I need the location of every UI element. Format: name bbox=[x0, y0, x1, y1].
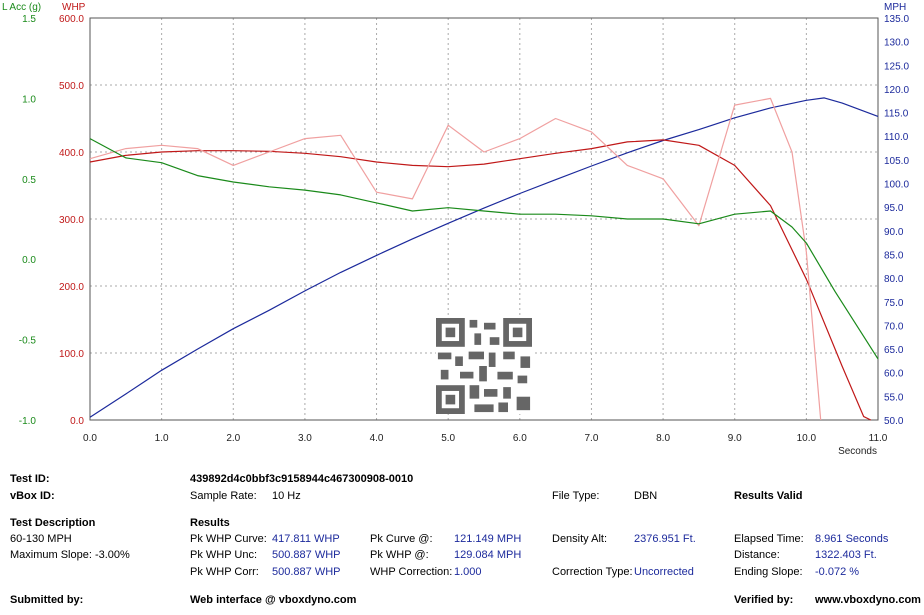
lacc-axis: -1.0 -0.5 0.0 0.5 1.0 1.5 bbox=[19, 14, 37, 427]
pk-whp-at-label: Pk WHP @: bbox=[370, 549, 429, 561]
test-description-value: 60-130 MPH bbox=[10, 533, 72, 545]
x-tick-label: 4.0 bbox=[370, 433, 384, 444]
x-axis: 0.0 1.0 2.0 3.0 4.0 5.0 6.0 7.0 8.0 9.0 10.0 11.0 bbox=[83, 433, 888, 444]
pk-whp-corr-label: Pk WHP Corr: bbox=[190, 566, 259, 578]
sample-rate-label: Sample Rate: bbox=[190, 490, 257, 502]
x-tick-label: 3.0 bbox=[298, 433, 312, 444]
x-tick-label: 10.0 bbox=[797, 433, 817, 444]
mph-axis-label: MPH bbox=[884, 2, 906, 13]
whp-correction-value: 1.000 bbox=[454, 566, 482, 578]
x-tick-label: 11.0 bbox=[869, 433, 888, 444]
mph-tick-label: 110.0 bbox=[884, 132, 909, 143]
mph-tick-label: 100.0 bbox=[884, 180, 909, 191]
ending-slope-label: Ending Slope: bbox=[734, 566, 803, 578]
pk-whp-corr-value: 500.887 WHP bbox=[272, 566, 341, 578]
mph-tick-label: 105.0 bbox=[884, 156, 909, 167]
whp-tick-label: 600.0 bbox=[59, 14, 84, 25]
x-tick-label: 2.0 bbox=[226, 433, 240, 444]
lacc-line bbox=[89, 138, 879, 360]
whp-axis-label: WHP bbox=[62, 2, 86, 13]
test-id-label: Test ID: bbox=[10, 473, 50, 485]
correction-type-label: Correction Type: bbox=[552, 566, 633, 578]
whp-curve-line bbox=[89, 139, 872, 421]
lacc-tick-label: 1.5 bbox=[22, 14, 36, 25]
mph-tick-label: 120.0 bbox=[884, 85, 909, 96]
submitted-by-label: Submitted by: bbox=[10, 594, 84, 606]
whp-correction-label: WHP Correction: bbox=[370, 566, 453, 578]
pk-curve-at-value: 121.149 MPH bbox=[454, 533, 522, 545]
x-tick-label: 9.0 bbox=[728, 433, 742, 444]
vbox-id-label: vBox ID: bbox=[10, 490, 55, 502]
results-valid: Results Valid bbox=[734, 490, 803, 502]
mph-tick-label: 130.0 bbox=[884, 38, 909, 49]
web-interface-link[interactable]: Web interface @ vboxdyno.com bbox=[190, 594, 357, 606]
lacc-axis-label: L Acc (g) bbox=[2, 2, 41, 13]
mph-tick-label: 60.0 bbox=[884, 369, 904, 380]
mph-tick-label: 115.0 bbox=[884, 109, 909, 120]
density-alt-label: Density Alt: bbox=[552, 533, 608, 545]
x-tick-label: 1.0 bbox=[155, 433, 169, 444]
grid-lines bbox=[90, 18, 878, 420]
mph-tick-label: 125.0 bbox=[884, 61, 909, 72]
lacc-tick-label: 1.0 bbox=[22, 94, 36, 105]
density-alt-value: 2376.951 Ft. bbox=[634, 533, 696, 545]
lacc-tick-label: -0.5 bbox=[19, 336, 37, 347]
pk-whp-unc-label: Pk WHP Unc: bbox=[190, 549, 258, 561]
ending-slope-value: -0.072 % bbox=[815, 566, 860, 578]
whp-tick-label: 200.0 bbox=[59, 282, 84, 293]
whp-axis: 0.0 100.0 200.0 300.0 400.0 500.0 600.0 bbox=[59, 14, 84, 427]
whp-tick-label: 300.0 bbox=[59, 215, 84, 226]
pk-whp-at-value: 129.084 MPH bbox=[454, 549, 522, 561]
x-axis-label: Seconds bbox=[838, 446, 877, 457]
test-id-value: 439892d4c0bbf3c9158944c467300908-0010 bbox=[190, 473, 414, 485]
mph-tick-label: 85.0 bbox=[884, 250, 904, 261]
x-tick-label: 0.0 bbox=[83, 433, 97, 444]
distance-value: 1322.403 Ft. bbox=[815, 549, 877, 561]
sample-rate-value: 10 Hz bbox=[272, 490, 301, 502]
mph-tick-label: 80.0 bbox=[884, 274, 904, 285]
series-group bbox=[89, 97, 879, 421]
mph-tick-label: 95.0 bbox=[884, 203, 904, 214]
plot-frame bbox=[89, 17, 879, 421]
whp-tick-label: 500.0 bbox=[59, 81, 84, 92]
test-description-label: Test Description bbox=[10, 517, 96, 529]
x-tick-label: 5.0 bbox=[441, 433, 455, 444]
elapsed-time-value: 8.961 Seconds bbox=[815, 533, 889, 545]
verified-by-label: Verified by: bbox=[734, 594, 794, 606]
mph-tick-label: 55.0 bbox=[884, 392, 904, 403]
results-label: Results bbox=[190, 517, 230, 529]
pk-whp-curve-label: Pk WHP Curve: bbox=[190, 533, 267, 545]
x-tick-label: 6.0 bbox=[513, 433, 527, 444]
mph-line bbox=[89, 97, 879, 418]
pk-whp-unc-value: 500.887 WHP bbox=[272, 549, 341, 561]
whp-tick-label: 100.0 bbox=[59, 349, 84, 360]
mph-tick-label: 90.0 bbox=[884, 227, 904, 238]
whp-raw-line bbox=[89, 97, 822, 421]
x-tick-label: 7.0 bbox=[585, 433, 599, 444]
mph-tick-label: 50.0 bbox=[884, 416, 904, 427]
lacc-tick-label: 0.5 bbox=[22, 175, 36, 186]
pk-whp-curve-value: 417.811 WHP bbox=[272, 533, 340, 545]
dyno-chart: -1.0 -0.5 0.0 0.5 1.0 1.5 0.0 100.0 200.0 300.0 4… bbox=[2, 2, 909, 457]
lacc-tick-label: -1.0 bbox=[19, 416, 37, 427]
file-type-value: DBN bbox=[634, 490, 658, 502]
elapsed-time-label: Elapsed Time: bbox=[734, 533, 804, 545]
mph-tick-label: 75.0 bbox=[884, 298, 904, 309]
whp-tick-label: 0.0 bbox=[70, 416, 84, 427]
mph-tick-label: 70.0 bbox=[884, 321, 904, 332]
mph-axis: 50.0 55.0 60.0 65.0 70.0 75.0 80.0 85.0 90.0 95.0… bbox=[884, 14, 909, 427]
qr-code-icon bbox=[436, 318, 532, 414]
max-slope: Maximum Slope: -3.00% bbox=[10, 549, 130, 561]
correction-type-value: Uncorrected bbox=[634, 566, 694, 578]
whp-tick-label: 400.0 bbox=[59, 148, 84, 159]
distance-label: Distance: bbox=[734, 549, 780, 561]
verified-by-link[interactable]: www.vboxdyno.com bbox=[815, 594, 921, 606]
mph-tick-label: 65.0 bbox=[884, 345, 904, 356]
pk-curve-at-label: Pk Curve @: bbox=[370, 533, 433, 545]
mph-tick-label: 135.0 bbox=[884, 14, 909, 25]
lacc-tick-label: 0.0 bbox=[22, 255, 36, 266]
x-tick-label: 8.0 bbox=[656, 433, 670, 444]
file-type-label: File Type: bbox=[552, 490, 600, 502]
